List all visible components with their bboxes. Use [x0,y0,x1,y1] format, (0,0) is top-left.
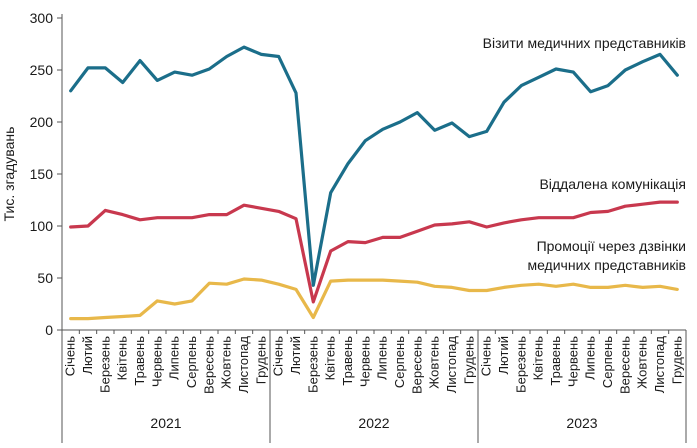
y-tick-label: 250 [30,62,54,78]
x-tick-label: Листопад [444,336,459,394]
x-tick-label: Травень [340,336,355,386]
y-tick-label: 50 [37,270,53,286]
x-tick-label: Листопад [652,336,667,394]
x-tick-label: Серпень [392,336,407,388]
x-tick-label: Лютий [288,336,303,374]
x-tick-label: Січень [63,336,78,376]
x-tick-label: Серпень [184,336,199,388]
x-tick-label: Травень [132,336,147,386]
x-tick-label: Серпень [600,336,615,388]
x-tick-label: Вересень [617,336,632,394]
x-tick-label: Грудень [669,336,684,384]
x-tick-label: Березень [97,336,112,393]
x-tick-label: Червень [565,336,580,387]
x-tick-label: Січень [479,336,494,376]
year-label: 2022 [358,415,389,431]
x-tick-label: Листопад [236,336,251,394]
series-labels: Візити медичних представників Віддалена к… [483,35,686,273]
x-tick-label: Липень [375,336,390,380]
x-tick-label: Грудень [461,336,476,384]
series-label-3: медичних представників [527,257,686,273]
x-tick-label: Лютий [496,336,511,374]
x-tick-label: Липень [583,336,598,380]
y-tick-label: 100 [30,218,54,234]
x-tick-label: Квітень [115,336,130,381]
x-tick-label: Квітень [323,336,338,381]
x-tick-label: Березень [513,336,528,393]
x-tick-label: Травень [548,336,563,386]
y-tick-label: 150 [30,166,54,182]
x-tick-label: Червень [149,336,164,387]
x-tick-label: Січень [271,336,286,376]
series-label-3: Промоції через дзвінки [537,238,686,254]
series-label-1: Візити медичних представників [483,35,686,51]
x-tick-label: Грудень [253,336,268,384]
y-axis-label: Тис. згадувань [1,127,17,222]
x-tick-label: Жовтень [427,336,442,389]
x-tick-label: Вересень [409,336,424,394]
x-tick-label: Липень [167,336,182,380]
series-line-2 [69,200,679,304]
series-lines [69,45,679,321]
x-tick-label: Жовтень [219,336,234,389]
x-tick-label: Березень [305,336,320,393]
y-tick-label: 200 [30,114,54,130]
y-tick-label: 300 [30,10,54,26]
series-line-3 [69,277,679,321]
year-label: 2023 [566,415,597,431]
x-tick-label: Лютий [80,336,95,374]
series-label-2: Віддалена комунікація [539,176,686,192]
year-label: 2021 [150,415,181,431]
y-tick-label: 0 [45,322,53,338]
series-line-1 [69,45,679,287]
x-tick-label: Жовтень [635,336,650,389]
x-tick-label: Вересень [201,336,216,394]
x-tick-label: Квітень [531,336,546,381]
x-tick-label: Червень [357,336,372,387]
